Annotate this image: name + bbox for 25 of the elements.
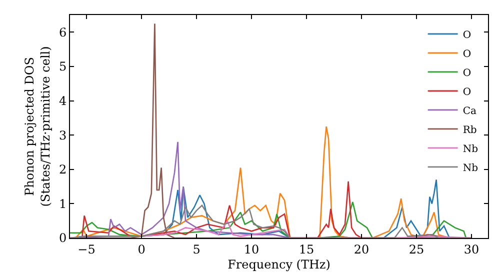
x-tick-label: 20 <box>354 242 370 256</box>
legend-label: Nb <box>462 162 478 174</box>
x-axis-title: Frequency (THz) <box>228 257 330 272</box>
x-tick-label: 0 <box>138 242 146 256</box>
legend-label: O <box>462 68 472 79</box>
y-tick-label: 4 <box>58 94 67 108</box>
legend-label: Ca <box>462 106 476 117</box>
x-tick-label: 15 <box>298 242 314 256</box>
y-tick-label: 1 <box>58 196 67 211</box>
x-tick-label: 5 <box>192 242 200 256</box>
y-tick-label: 3 <box>58 128 67 142</box>
legend-label: O <box>462 30 472 41</box>
legend-label: Rb <box>462 124 477 136</box>
x-tick-label: 30 <box>464 242 480 256</box>
legend-label: O <box>462 48 472 60</box>
y-tick-label: 5 <box>58 60 67 74</box>
y-tick-label: 2 <box>58 162 67 177</box>
x-tick-label: 25 <box>408 242 424 256</box>
legend-label: Nb <box>462 144 478 155</box>
y-axis-title: Phonon projected DOS (States/THz·primitive cell) <box>22 46 52 207</box>
legend-label: O <box>462 86 472 98</box>
x-tick-label: 10 <box>244 242 260 256</box>
x-tick-label: −5 <box>78 242 96 256</box>
y-tick-label: 0 <box>58 231 67 246</box>
y-tick-label: 6 <box>58 25 67 40</box>
